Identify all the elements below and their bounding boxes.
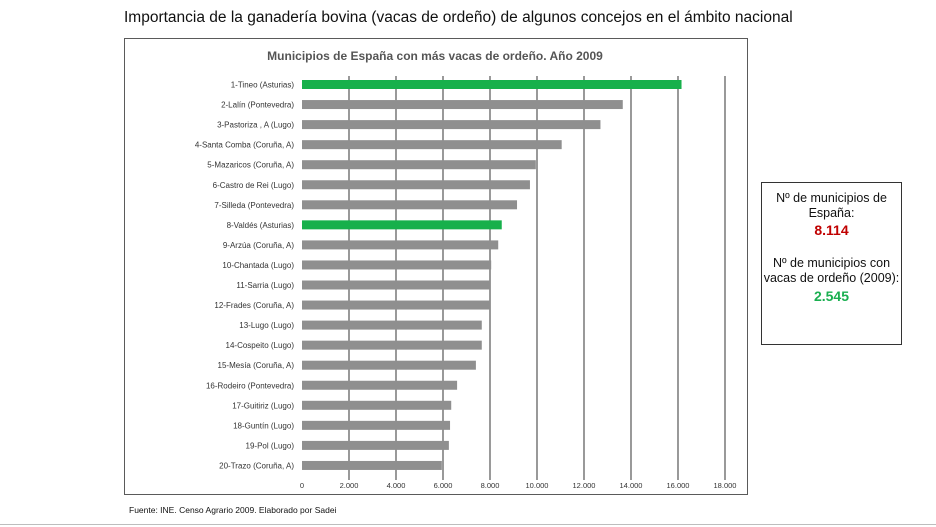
bar (302, 280, 490, 290)
info-box: Nº de municipios de España: 8.114 Nº de … (761, 182, 902, 345)
x-tick-label: 16.000 (667, 481, 690, 490)
bar (302, 460, 442, 470)
municipios-espana-value: 8.114 (814, 222, 849, 238)
chart-container: Municipios de España con más vacas de or… (124, 38, 748, 495)
x-tick-label: 12.000 (573, 481, 596, 490)
x-tick-label: 4.000 (387, 481, 406, 490)
category-label: 7-Silleda (Pontevedra) (214, 201, 294, 210)
bar (302, 400, 452, 410)
bar (302, 300, 490, 310)
bar-chart: Municipios de España con más vacas de or… (195, 49, 737, 490)
x-tick-label: 0 (300, 481, 304, 490)
category-label: 10-Chantada (Lugo) (222, 261, 294, 270)
category-label: 3-Pastoriza , A (Lugo) (217, 121, 294, 130)
category-label: 18-Guntín (Lugo) (233, 421, 294, 430)
bar (302, 100, 623, 110)
x-tick-label: 2.000 (340, 481, 359, 490)
bar (302, 220, 502, 230)
category-label: 14-Cospeito (Lugo) (226, 341, 295, 350)
category-label: 1-Tineo (Asturias) (231, 81, 295, 90)
category-label: 20-Trazo (Coruña, A) (219, 461, 294, 470)
x-tick-label: 6.000 (434, 481, 453, 490)
x-tick-label: 10.000 (526, 481, 549, 490)
bar (302, 240, 499, 250)
bar (302, 160, 536, 170)
page-title: Importancia de la ganadería bovina (vaca… (124, 9, 793, 26)
bar (302, 440, 449, 450)
x-tick-label: 14.000 (620, 481, 643, 490)
bar (302, 140, 562, 150)
municipios-vacas-value: 2.545 (813, 288, 850, 304)
category-label: 12-Frades (Coruña, A) (214, 301, 294, 310)
category-label: 17-Guitiriz (Lugo) (232, 401, 294, 410)
source-note: Fuente: INE. Censo Agrario 2009. Elabora… (129, 505, 337, 515)
x-tick-label: 18.000 (714, 481, 737, 490)
bar (302, 340, 482, 350)
bar (302, 360, 476, 370)
bar (302, 80, 682, 89)
bar (302, 180, 530, 190)
category-label: 8-Valdés (Asturias) (227, 221, 295, 230)
category-label: 13-Lugo (Lugo) (239, 321, 294, 330)
bar (302, 260, 492, 270)
bar (302, 200, 518, 210)
category-label: 15-Mesía (Coruña, A) (218, 361, 295, 370)
bottom-divider (0, 524, 936, 525)
municipios-espana-label: Nº de municipios de España: (776, 191, 887, 220)
bar (302, 420, 451, 430)
category-label: 6-Castro de Rei (Lugo) (213, 181, 295, 190)
category-label: 16-Rodeiro (Pontevedra) (206, 381, 294, 390)
x-tick-label: 8.000 (481, 481, 500, 490)
category-label: 9-Arzúa (Coruña, A) (223, 241, 294, 250)
chart-title: Municipios de España con más vacas de or… (267, 49, 603, 63)
municipios-vacas-label: Nº de municipios con vacas de ordeño (20… (763, 256, 900, 285)
category-label: 4-Santa Comba (Coruña, A) (195, 141, 294, 150)
category-label: 5-Mazaricos (Coruña, A) (207, 161, 294, 170)
bar (302, 380, 458, 390)
bar (302, 320, 482, 330)
category-label: 2-Lalín (Pontevedra) (221, 101, 294, 110)
bar (302, 120, 601, 130)
category-label: 19-Pol (Lugo) (246, 441, 295, 450)
category-label: 11-Sarria (Lugo) (236, 281, 294, 290)
